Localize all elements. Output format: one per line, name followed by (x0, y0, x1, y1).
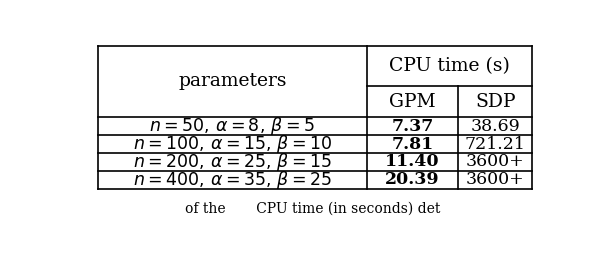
Text: 7.37: 7.37 (392, 118, 434, 135)
Text: $n=400,\,\alpha=35,\,\beta=25$: $n=400,\,\alpha=35,\,\beta=25$ (133, 169, 332, 191)
Text: 20.39: 20.39 (386, 171, 440, 188)
Text: CPU time (s): CPU time (s) (389, 57, 510, 75)
Text: 3600+: 3600+ (466, 171, 525, 188)
Text: $n=200,\,\alpha=25,\,\beta=15$: $n=200,\,\alpha=25,\,\beta=15$ (133, 151, 332, 173)
Text: parameters: parameters (178, 72, 287, 90)
Text: $n=50,\,\alpha=8,\,\beta=5$: $n=50,\,\alpha=8,\,\beta=5$ (149, 115, 315, 137)
Text: 3600+: 3600+ (466, 154, 525, 171)
Text: SDP: SDP (475, 92, 515, 111)
Text: 721.21: 721.21 (465, 135, 526, 152)
Text: 7.81: 7.81 (392, 135, 434, 152)
Text: $n=100,\,\alpha=15,\,\beta=10$: $n=100,\,\alpha=15,\,\beta=10$ (132, 133, 332, 155)
Text: 38.69: 38.69 (470, 118, 520, 135)
Text: 11.40: 11.40 (386, 154, 440, 171)
Text: of the       CPU time (in seconds) det: of the CPU time (in seconds) det (185, 202, 440, 216)
Text: GPM: GPM (389, 92, 436, 111)
